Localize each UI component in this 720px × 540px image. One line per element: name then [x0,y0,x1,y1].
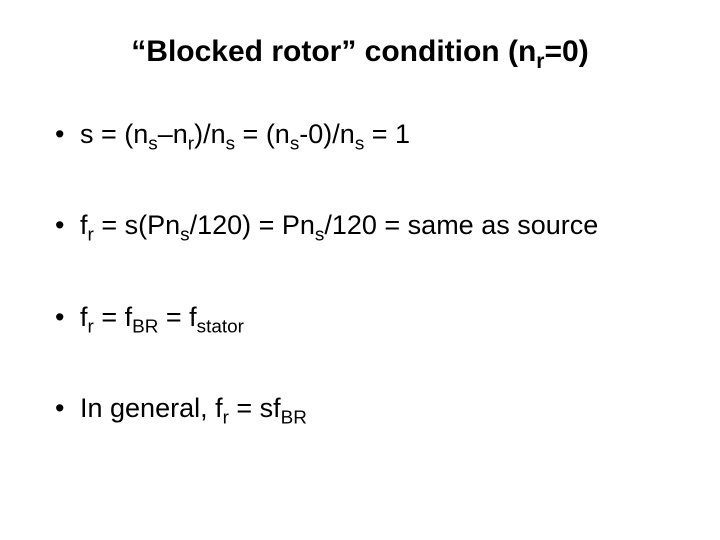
bullet-item: In general, fr = sfBR [55,393,680,429]
bullet-item: fr = s(Pns/120) = Pns/120 = same as sour… [55,210,680,246]
bullet-item: s = (ns–nr)/ns = (ns-0)/ns = 1 [55,119,680,155]
bullet-item: fr = fBR = fstator [55,302,680,338]
slide-title: “Blocked rotor” condition (nr=0) [40,35,680,74]
bullet-list: s = (ns–nr)/ns = (ns-0)/ns = 1 fr = s(Pn… [40,119,680,430]
